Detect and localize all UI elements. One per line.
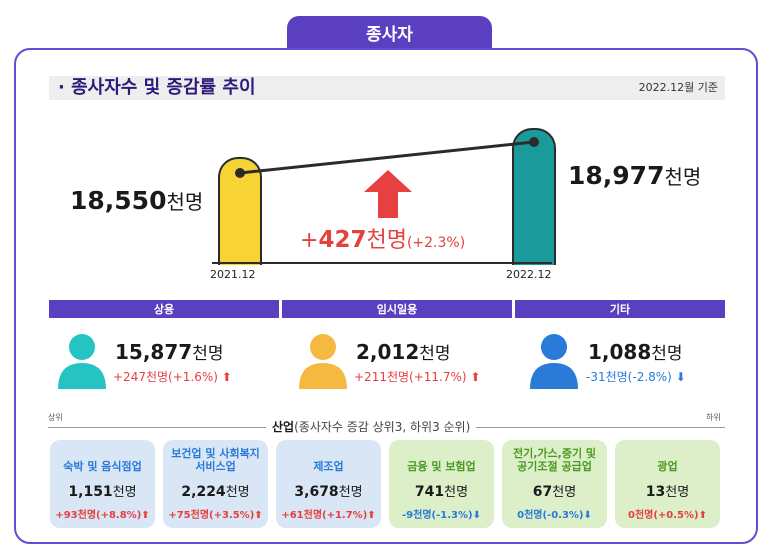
section-header-bar [49,76,725,100]
person-icon [530,334,578,389]
reference-date: 2022.12월 기준 [638,81,718,94]
bottom-rank-label: 하위 [706,413,721,422]
temporary-change: +211천명(+11.7%) ⬆ [354,370,481,384]
section-title: · 종사자수 및 증감률 추이 [58,77,256,98]
industry-card: 금융 및 보험업 741천명 -9천명(-1.3%)⬇ [389,440,494,528]
top-rank-label: 상위 [48,413,63,422]
regular-change: +247천명(+1.6%) ⬆ [113,370,232,384]
pillar-2022 [512,128,556,265]
industry-card: 숙박 및 음식점업 1,151천명 +93천명(+8.8%)⬆ [50,440,155,528]
value-2021: 18,550천명 [70,186,204,215]
industry-card: 보건업 및 사회복지 서비스업 2,224천명 +75천명(+3.5%)⬆ [163,440,268,528]
tab-employees[interactable]: 종사자 [287,16,492,48]
category-header-regular: 상용 [49,300,279,318]
industry-card: 광업 13천명 0천명(+0.5%)⬆ [615,440,720,528]
total-change: +427천명(+2.3%) [300,227,466,253]
industry-title: 산업(종사자수 증감 상위3, 하위3 순위) [266,418,477,435]
year-label-2022: 2022.12 [506,268,552,281]
up-arrow-icon [364,170,412,218]
year-label-2021: 2021.12 [210,268,256,281]
temporary-value: 2,012천명 [356,340,451,364]
regular-value: 15,877천명 [115,340,224,364]
industry-card: 제조업 3,678천명 +61천명(+1.7%)⬆ [276,440,381,528]
value-2022: 18,977천명 [568,161,702,190]
person-icon [58,334,106,389]
industry-card: 전기,가스,증기 및 공기조절 공급업 67천명 0천명(-0.3%)⬇ [502,440,607,528]
trend-line [235,137,539,178]
person-icon [299,334,347,389]
other-change: -31천명(-2.8%) ⬇ [586,370,686,384]
other-value: 1,088천명 [588,340,683,364]
category-header-temporary: 임시일용 [282,300,512,318]
baseline [212,262,552,264]
content-frame [14,48,758,544]
category-header-other: 기타 [515,300,725,318]
